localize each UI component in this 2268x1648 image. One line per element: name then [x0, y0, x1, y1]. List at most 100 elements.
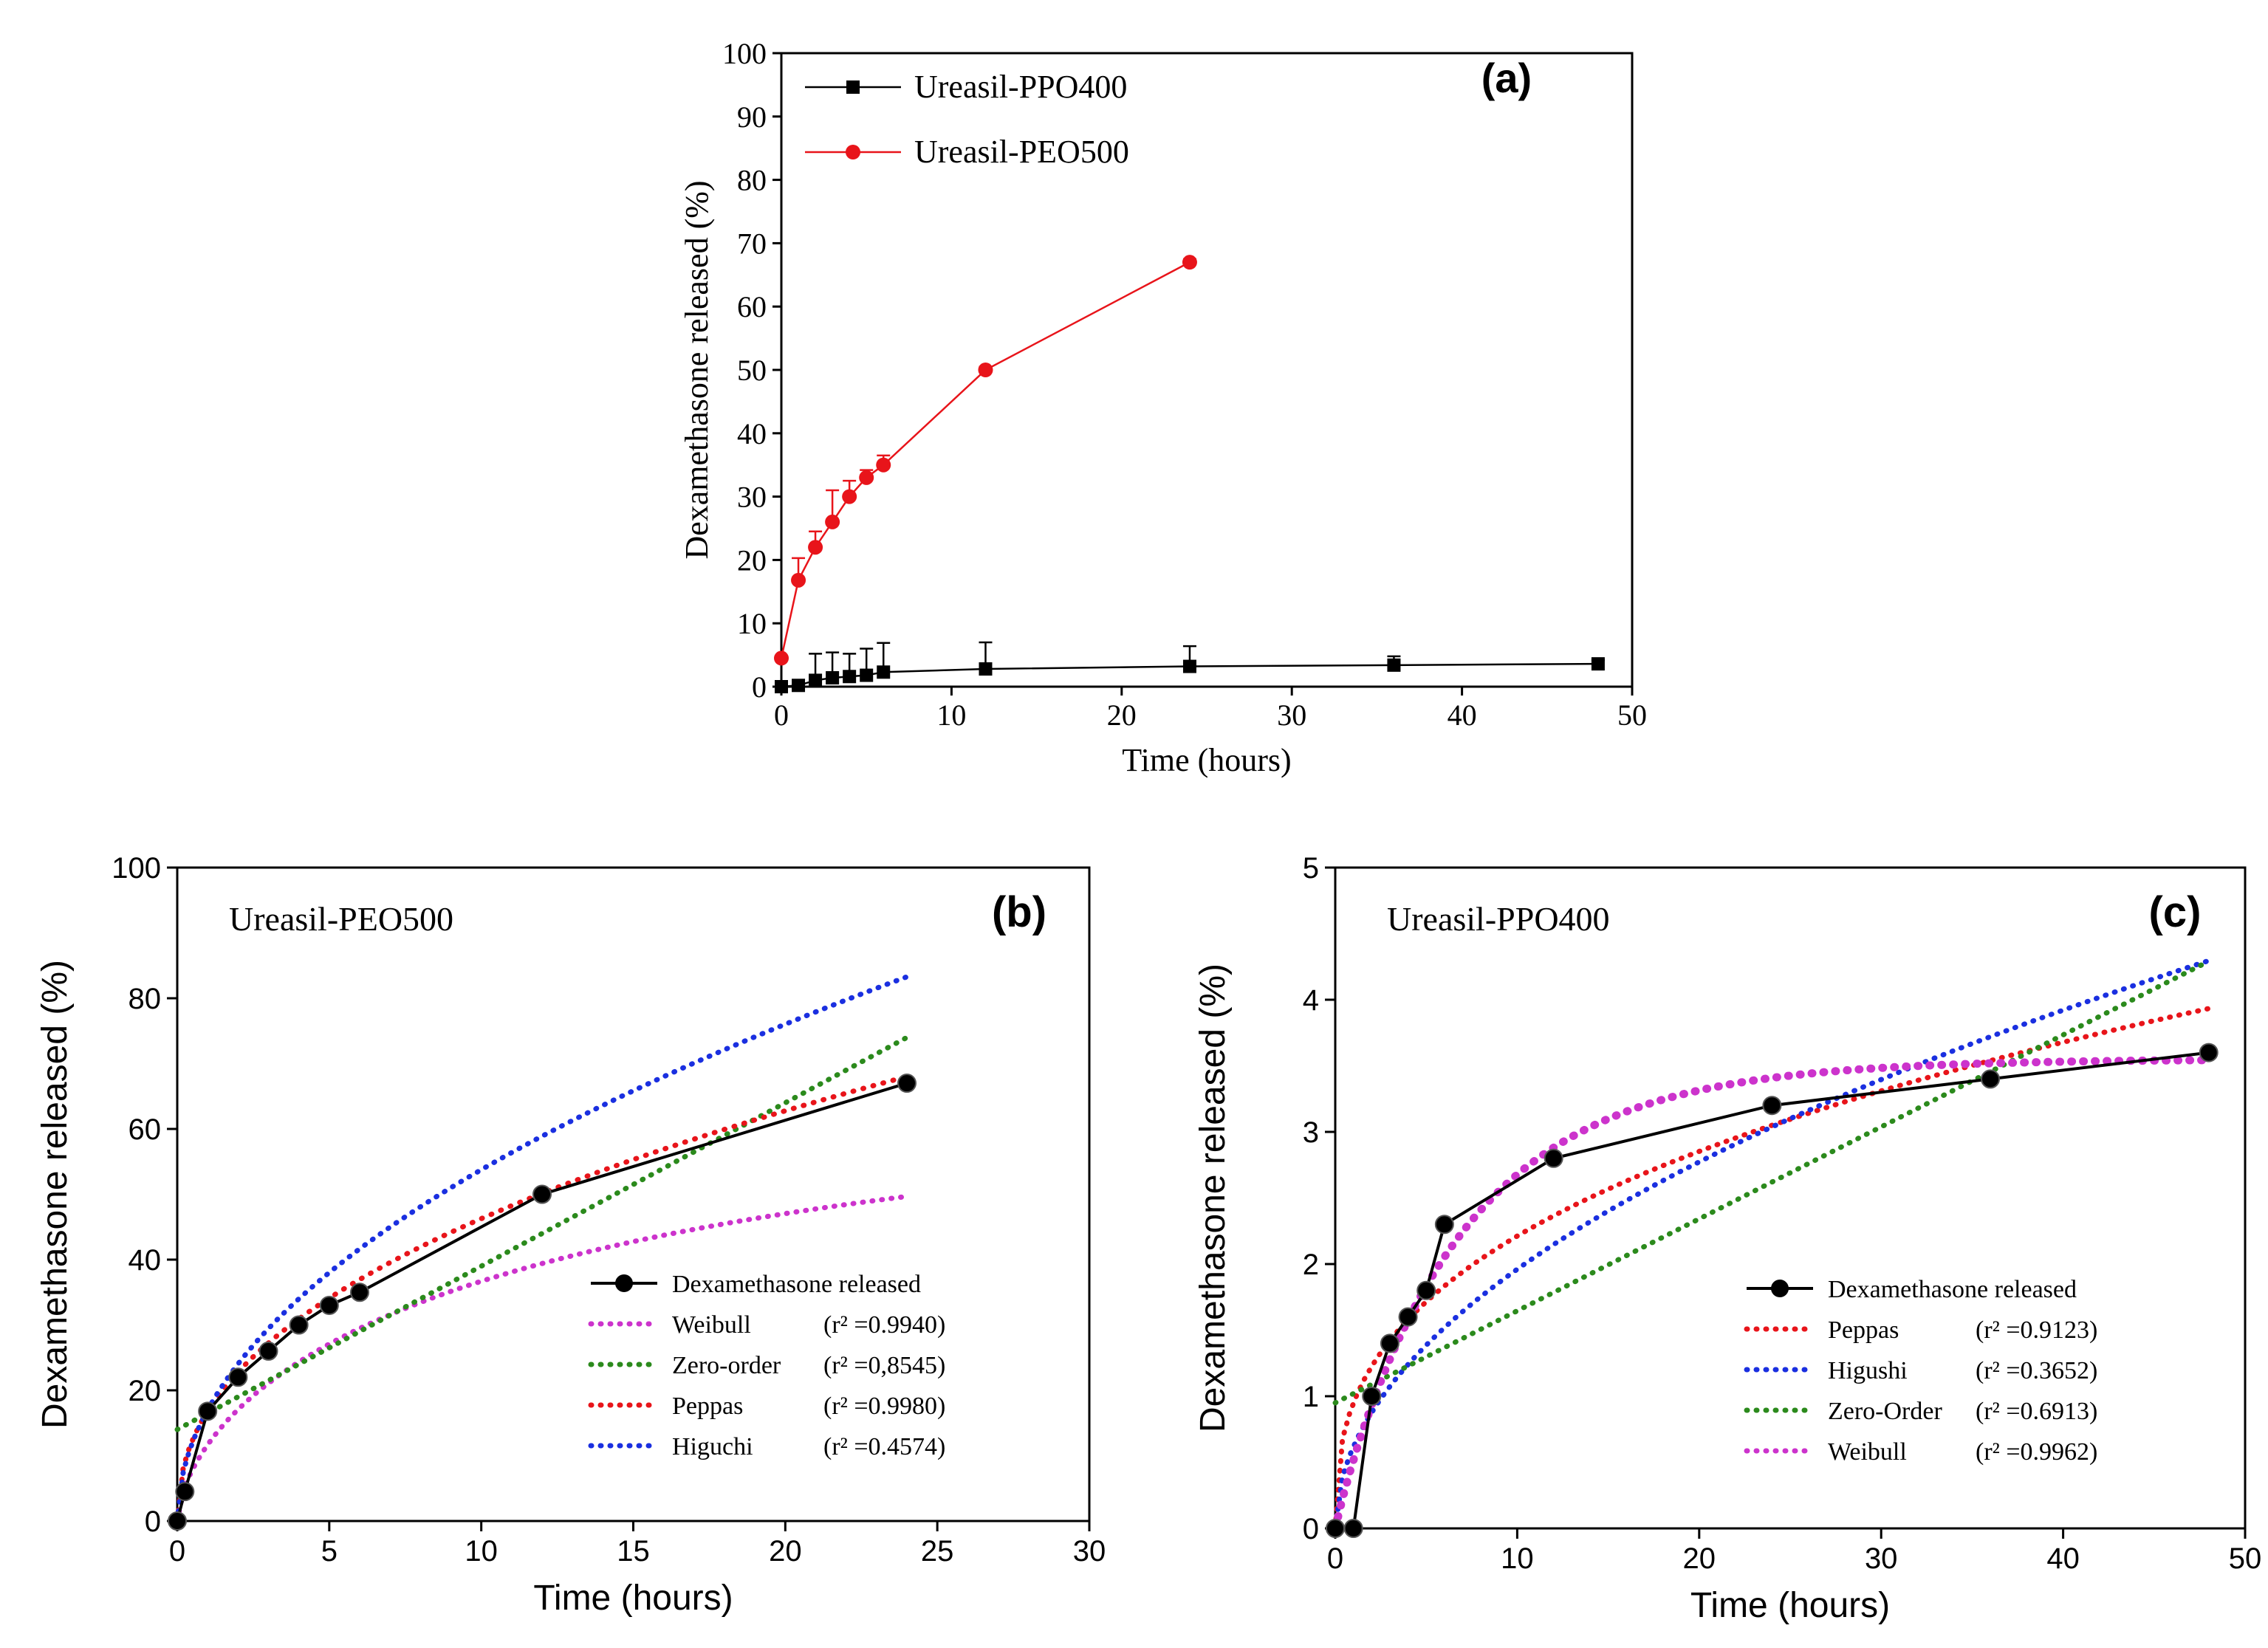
data-point	[1416, 1280, 1436, 1300]
data-point	[1387, 658, 1401, 672]
x-tick-label: 40	[1448, 698, 1477, 732]
x-tick-label: 10	[936, 698, 966, 732]
x-tick-label: 0	[169, 1535, 185, 1568]
legend-entry-zero-order: Zero-order (r² =0,8545)	[588, 1352, 945, 1379]
data-point	[1182, 255, 1197, 270]
data-point	[843, 670, 857, 684]
legend-label: Weibull	[1828, 1438, 1907, 1466]
data-point	[826, 670, 840, 684]
legend-r2: (r² =0,8545)	[823, 1352, 945, 1379]
inner-title: Ureasil-PEO500	[229, 900, 453, 938]
y-tick-label: 100	[112, 852, 161, 885]
legend-label: Higuchi	[672, 1433, 753, 1460]
data-point	[319, 1295, 339, 1315]
fit-curve-peppas	[1332, 1006, 2212, 1531]
legend-marker	[615, 1274, 633, 1292]
data-point	[979, 662, 993, 676]
data-point	[791, 572, 806, 588]
data-point	[1434, 1215, 1454, 1235]
x-tick-label: 20	[1107, 698, 1137, 732]
legend-entry-ureasil-ppo400: Ureasil-PPO400	[805, 69, 1127, 105]
x-axis-label: Time (hours)	[1690, 1586, 1890, 1625]
x-axis-label: Time (hours)	[1122, 742, 1291, 778]
legend-marker	[846, 145, 860, 159]
legend-entry-peppas: Peppas (r² =0.9123)	[1744, 1316, 2097, 1344]
y-axis-label: Dexamethasone released (%)	[35, 960, 75, 1429]
data-point	[198, 1401, 218, 1421]
data-point	[1182, 659, 1196, 673]
data-point	[1762, 1096, 1782, 1116]
legend-r2: (r² =0.9940)	[823, 1311, 945, 1339]
legend-label: Dexamethasone released	[1828, 1276, 2077, 1303]
y-tick-label: 100	[722, 37, 767, 70]
y-tick-label: 80	[129, 983, 162, 1015]
legend: Dexamethasone released Weibull (r² =0.9940…	[588, 1271, 945, 1460]
panel-label-c: (c)	[2149, 888, 2202, 936]
data-point	[860, 668, 874, 682]
y-tick-label: 0	[752, 670, 767, 704]
data-point	[859, 470, 874, 485]
y-axis-label: Dexamethasone released (%)	[679, 180, 715, 559]
legend-label: Weibull	[672, 1311, 751, 1339]
fit-curve-weibull	[174, 1193, 910, 1524]
data-point	[774, 650, 789, 666]
legend: Dexamethasone released Peppas (r² =0.9123)…	[1744, 1276, 2097, 1466]
data-point	[978, 363, 993, 377]
panel-label-b: (b)	[992, 888, 1046, 936]
data-point	[808, 540, 823, 555]
x-tick-label: 5	[321, 1535, 338, 1568]
x-tick-label: 10	[465, 1535, 498, 1568]
legend-marker	[1771, 1280, 1789, 1297]
x-tick-label: 20	[769, 1535, 802, 1568]
y-tick-label: 60	[129, 1113, 162, 1146]
data-point	[825, 514, 840, 529]
legend-r2: (r² =0.9962)	[1976, 1438, 2097, 1466]
data-point	[2199, 1043, 2219, 1062]
legend-entry-ureasil-peo500: Ureasil-PEO500	[805, 134, 1129, 170]
x-tick-label: 30	[1073, 1535, 1106, 1568]
plot-frame	[176, 866, 1091, 1522]
data-point	[876, 457, 891, 473]
legend-label: Ureasil-PEO500	[914, 134, 1129, 170]
y-tick-label: 30	[737, 481, 767, 514]
legend-label: Zero-Order	[1828, 1398, 1942, 1425]
legend-r2: (r² =0.6913)	[1976, 1398, 2097, 1425]
x-tick-label: 0	[774, 698, 789, 732]
fit-curve-higushi	[1332, 958, 2212, 1531]
y-tick-label: 20	[129, 1375, 162, 1407]
y-tick-label: 20	[737, 543, 767, 577]
x-tick-label: 30	[1865, 1542, 1898, 1575]
y-tick-label: 80	[737, 164, 767, 197]
data-point	[809, 673, 823, 687]
legend-entry-weibull: Weibull (r² =0.9962)	[1744, 1438, 2097, 1466]
x-tick-label: 15	[617, 1535, 650, 1568]
x-tick-label: 30	[1277, 698, 1306, 732]
data-point	[1591, 657, 1605, 671]
legend-entry-weibull: Weibull (r² =0.9940)	[588, 1311, 945, 1339]
data-point	[775, 680, 788, 693]
legend-r2: (r² =0.4574)	[823, 1433, 945, 1460]
series-ureasil-peo500	[774, 255, 1197, 666]
data-point	[1362, 1387, 1382, 1406]
y-tick-label: 10	[737, 607, 767, 640]
legend-label: Dexamethasone released	[672, 1271, 921, 1298]
y-tick-label: 2	[1303, 1249, 1319, 1281]
legend-entry-zero-order: Zero-Order (r² =0.6913)	[1744, 1398, 2097, 1425]
y-axis-label: Dexamethasone released (%)	[1193, 964, 1233, 1432]
data-point	[1380, 1333, 1399, 1353]
legend-marker	[846, 80, 860, 94]
legend-entry-data: Dexamethasone released	[1747, 1276, 2077, 1303]
data-point	[1544, 1148, 1563, 1168]
data-point	[258, 1341, 278, 1361]
legend-label: Higushi	[1828, 1357, 1908, 1384]
plot-frame	[780, 52, 1634, 688]
data-point	[350, 1283, 369, 1302]
x-tick-label: 50	[1617, 698, 1647, 732]
x-tick-label: 50	[2229, 1542, 2262, 1575]
x-tick-label: 10	[1501, 1542, 1534, 1575]
y-tick-label: 40	[129, 1244, 162, 1277]
y-tick-label: 0	[1303, 1513, 1319, 1545]
y-tick-label: 50	[737, 354, 767, 387]
x-axis-label: Time (hours)	[533, 1579, 733, 1618]
